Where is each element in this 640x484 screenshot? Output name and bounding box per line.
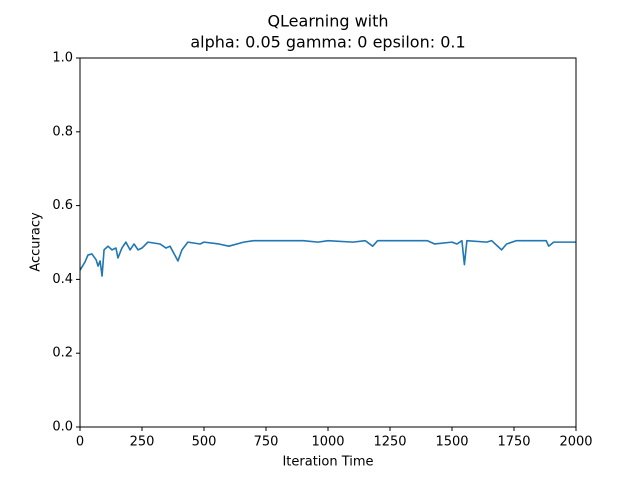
y-axis-label: Accuracy	[29, 212, 44, 272]
chart-subtitle: alpha: 0.05 gamma: 0 epsilon: 0.1	[190, 33, 465, 52]
x-tick-label: 1250	[373, 435, 406, 450]
x-tick-label: 0	[76, 435, 84, 450]
x-tick-label: 500	[192, 435, 217, 450]
x-tick-label: 2000	[559, 435, 592, 450]
x-axis-label: Iteration Time	[282, 455, 373, 470]
x-tick-label: 1500	[435, 435, 468, 450]
data-line	[79, 239, 576, 277]
y-tick-label: 0.2	[52, 346, 73, 361]
y-tick-label: 1.0	[52, 51, 73, 66]
y-tick-label: 0.6	[52, 198, 73, 213]
y-tick-label: 0.4	[52, 272, 73, 287]
y-tick-label: 0.0	[52, 420, 73, 435]
y-tick-label: 0.8	[52, 124, 73, 139]
x-tick-label: 750	[254, 435, 279, 450]
x-tick-label: 250	[130, 435, 155, 450]
x-tick-label: 1000	[311, 435, 344, 450]
chart-title: QLearning with	[267, 12, 388, 31]
plot-frame	[79, 57, 577, 428]
x-tick-label: 1750	[497, 435, 530, 450]
